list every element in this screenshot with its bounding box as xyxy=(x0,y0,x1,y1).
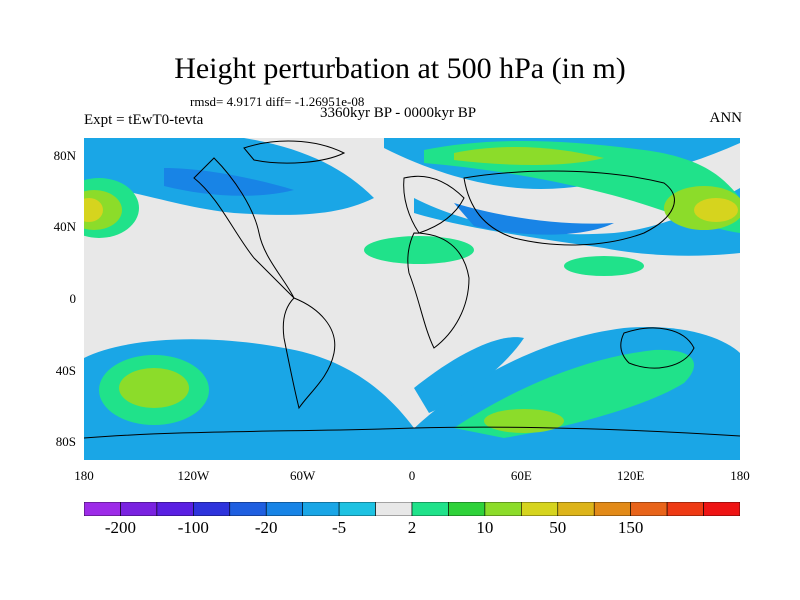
colorbar-swatch xyxy=(375,502,413,516)
colorbar-swatch xyxy=(120,502,158,516)
colorbar-label: 50 xyxy=(549,518,567,537)
colorbar-swatch xyxy=(229,502,267,516)
colorbar-swatch xyxy=(411,502,449,516)
lat-tick-label: 40S xyxy=(55,362,76,378)
colorbar-swatch xyxy=(302,502,340,516)
stats-text: rmsd= 4.9171 diff= -1.26951e-08 xyxy=(190,94,365,109)
colorbar-label: 10 xyxy=(476,518,494,537)
colorbar-label: -5 xyxy=(332,518,347,537)
contour-yellow-sw xyxy=(119,368,189,408)
contour-orange-ne xyxy=(694,198,738,222)
colorbar-label: -100 xyxy=(177,518,209,537)
colorbar-swatch xyxy=(84,502,121,516)
contour-blue-north-3 xyxy=(414,188,740,256)
coastlines xyxy=(84,140,740,439)
lat-tick-label: 80N xyxy=(53,147,76,163)
lon-tick-label: 60W xyxy=(290,468,316,483)
colorbar-swatch xyxy=(666,502,704,516)
contour-green-tropic2 xyxy=(564,256,644,276)
season-label: ANN xyxy=(709,110,743,126)
lon-tick-label: 0 xyxy=(408,468,416,483)
lon-tick-label: 120E xyxy=(616,468,645,483)
colorbar-swatch xyxy=(484,502,522,516)
contour-blue-southwest xyxy=(414,337,524,413)
colorbar-label: -200 xyxy=(104,518,137,537)
colorbar-label: 150 xyxy=(617,518,644,537)
colorbar-swatch xyxy=(593,502,631,516)
contour-map xyxy=(84,138,740,460)
colorbar-label: -20 xyxy=(254,518,278,537)
experiment-label: Expt = tEwT0-tevta xyxy=(84,112,204,128)
lon-tick-label: 60E xyxy=(510,468,532,483)
colorbar xyxy=(84,502,740,516)
contour-green-tropic xyxy=(364,236,474,264)
colorbar-swatch xyxy=(265,502,303,516)
colorbar-swatch xyxy=(156,502,194,516)
colorbar-swatch xyxy=(521,502,559,516)
lon-tick-label: 120W xyxy=(177,468,210,483)
lat-tick-label: 40N xyxy=(53,219,76,235)
colorbar-swatch xyxy=(557,502,595,516)
lat-tick-label: 0 xyxy=(69,291,77,306)
colorbar-swatch xyxy=(448,502,486,516)
colorbar-swatch xyxy=(703,502,740,516)
lat-tick-label: 80S xyxy=(55,434,76,450)
contour-orange-nw xyxy=(84,198,103,222)
period-label: 3360kyr BP - 0000kyr BP xyxy=(320,105,477,121)
colorbar-swatch xyxy=(630,502,668,516)
contour-yellow-south xyxy=(484,409,564,433)
page-title: Height perturbation at 500 hPa (in m) xyxy=(174,52,626,85)
contour-darkblue-2 xyxy=(454,203,614,235)
lon-tick-label: 180 xyxy=(730,468,750,483)
contour-yellow-north xyxy=(454,146,604,165)
colorbar-swatch xyxy=(338,502,376,516)
lon-tick-label: 180 xyxy=(74,468,94,483)
colorbar-label: 2 xyxy=(407,518,417,537)
colorbar-swatch xyxy=(193,502,231,516)
